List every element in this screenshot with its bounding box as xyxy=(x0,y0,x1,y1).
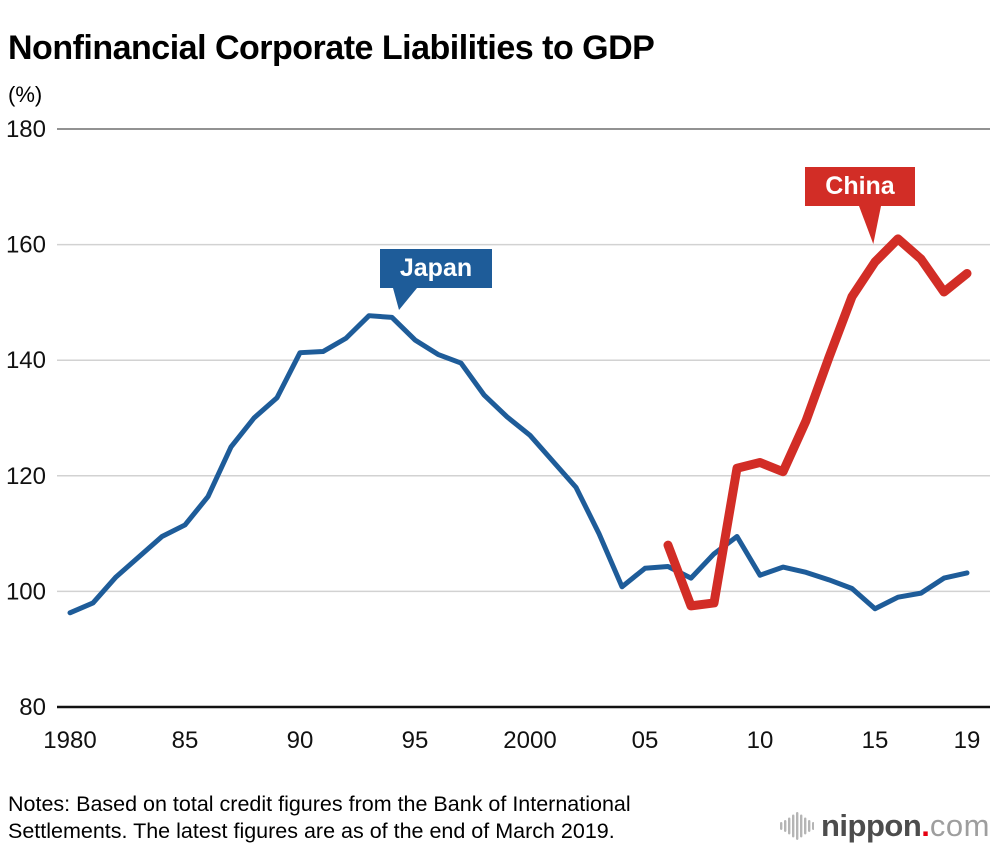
x-tick-label-1990: 90 xyxy=(287,727,314,754)
y-tick-label-80: 80 xyxy=(19,694,46,721)
x-tick-label-1985: 85 xyxy=(172,727,199,754)
notes-line-2: Settlements. The latest figures are as o… xyxy=(8,819,615,843)
x-tick-label-2010: 10 xyxy=(747,727,774,754)
y-tick-label-100: 100 xyxy=(6,578,46,605)
china-callout-label: China xyxy=(825,172,895,200)
y-tick-label-120: 120 xyxy=(6,463,46,490)
x-tick-label-1995: 95 xyxy=(402,727,429,754)
x-tick-label-1980: 1980 xyxy=(43,727,96,754)
japan-line xyxy=(67,313,970,616)
china-callout: China xyxy=(805,167,915,244)
x-tick-label-2000: 2000 xyxy=(503,727,556,754)
chart-notes: Notes: Based on total credit figures fro… xyxy=(8,791,631,845)
y-tick-label-140: 140 xyxy=(6,347,46,374)
logo-brand-text: nippon xyxy=(821,808,922,843)
page-title: Nonfinancial Corporate Liabilities to GD… xyxy=(8,28,655,67)
y-tick-label-180: 180 xyxy=(6,116,46,143)
logo-waveform-icon xyxy=(780,812,814,840)
x-tick-label-2019: 19 xyxy=(954,727,981,754)
notes-line-1: Notes: Based on total credit figures fro… xyxy=(8,792,631,816)
japan-callout: Japan xyxy=(380,249,492,310)
logo-dot: . xyxy=(921,808,930,843)
y-axis-unit-label: (%) xyxy=(8,82,43,107)
x-tick-label-2005: 05 xyxy=(632,727,659,754)
logo-tld-text: com xyxy=(929,808,990,843)
x-tick-label-2015: 15 xyxy=(862,727,889,754)
china-line xyxy=(663,234,972,611)
japan-callout-label: Japan xyxy=(399,254,473,282)
nippon-logo: nippon. com xyxy=(780,806,990,846)
y-tick-label-160: 160 xyxy=(6,232,46,259)
chart-area: 180 160 140 120 100 80 1980 85 90 95 2000 05 10 15 19 xyxy=(6,116,990,754)
